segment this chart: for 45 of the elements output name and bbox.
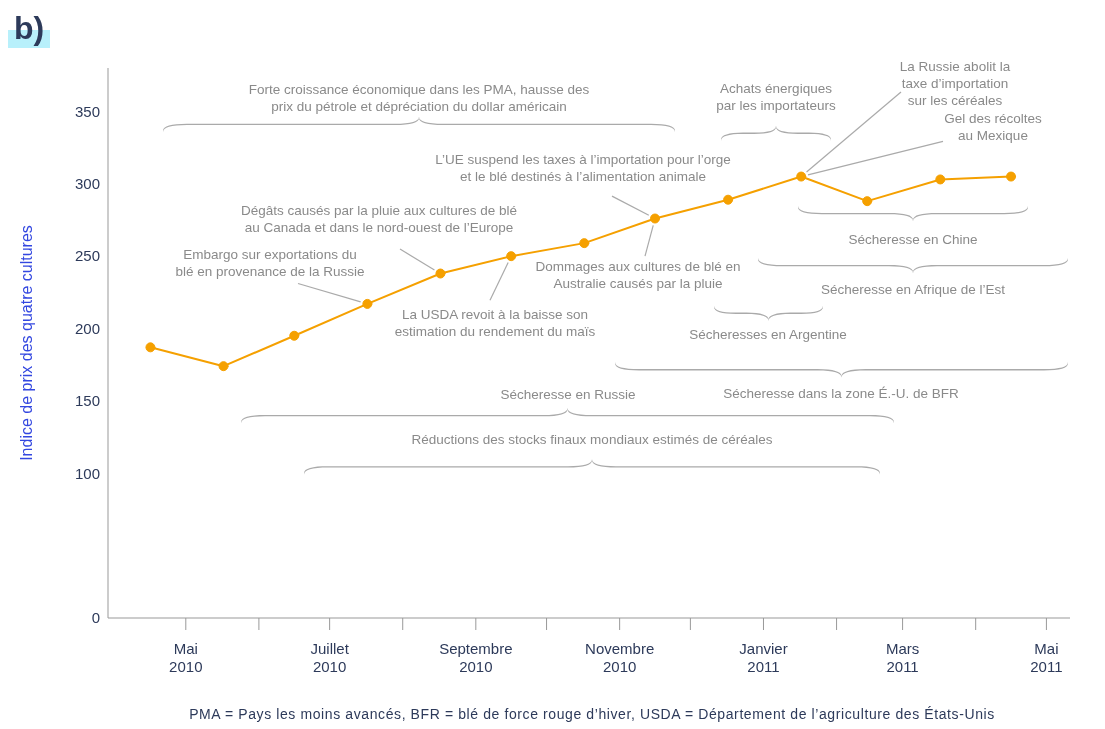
y-tick-label: 0 [91,609,100,627]
annotation: Dégâts causés par la pluie aux cultures de blé au Canada et dans le nord-ouest de l’Europe [240,203,518,236]
annotation: L’UE suspend les taxes à l’importation pour l’orge et le blé destinés à l’alimentation animale [435,152,731,185]
point [289,330,300,341]
y-tick-label: 300 [74,175,100,193]
point [723,194,734,205]
x-tick-label: Septembre 2010 [439,640,513,675]
point [506,251,517,262]
text: PMA = Pays les moins avancés, BFR = blé de force rouge d’hiver, USDA = Département de l’agriculture des États-Unis [189,706,995,722]
annotation: Achats énergiques par les importateurs [716,81,836,114]
annotation: Gel des récoltes au Mexique [944,111,1043,144]
point [862,196,873,207]
annotation: Sécheresse en Russie [500,386,636,402]
y-tick-label: 150 [74,392,100,410]
y-tick-label: 200 [74,319,100,337]
point [145,342,156,353]
annotation: Sécheresses en Argentine [689,326,847,342]
annotation: Sécheresse en Chine [848,232,978,248]
annotation: Embargo sur exportations du blé en provenance de la Russie [175,246,365,279]
x-tick-label: Juillet 2010 [310,640,350,675]
chart-title: b) [8,8,51,48]
annotation: La USDA revoit à la baisse son estimation du rendement du maïs [394,306,596,339]
x-tick-label: Mars 2011 [885,640,920,675]
point [650,213,661,224]
annotation: Sécheresse dans la zone É.-U. de BFR [723,385,960,401]
point [1006,171,1017,182]
y-tick-label: 100 [74,464,100,482]
annotation: Forte croissance économique dans les PMA, hausse des prix du pétrole et dépréciation du dollar américain [248,82,590,115]
annotation: Sécheresse en Afrique de l’Est [821,281,1006,297]
x-tick-label: Novembre 2010 [585,640,655,675]
point [362,298,373,309]
y-tick-label: 250 [74,247,100,265]
x-tick-label: Mai 2011 [1030,640,1063,675]
point [796,171,807,182]
annotation: La Russie abolit la taxe d’importation sur les céréales [899,58,1011,108]
annotation: Dommages aux cultures de blé en Australie causés par la pluie [535,258,741,291]
point [579,238,590,249]
y-axis-title: Indice de prix des quatre cultures [18,225,35,461]
point [218,361,229,372]
annotation: Réductions des stocks finaux mondiaux estimés de céréales [411,431,773,447]
point [435,268,446,279]
y-tick-label: 350 [74,102,100,120]
x-tick-label: Mai 2010 [169,640,203,675]
x-tick-label: Janvier 2011 [739,640,788,675]
point [935,174,946,185]
